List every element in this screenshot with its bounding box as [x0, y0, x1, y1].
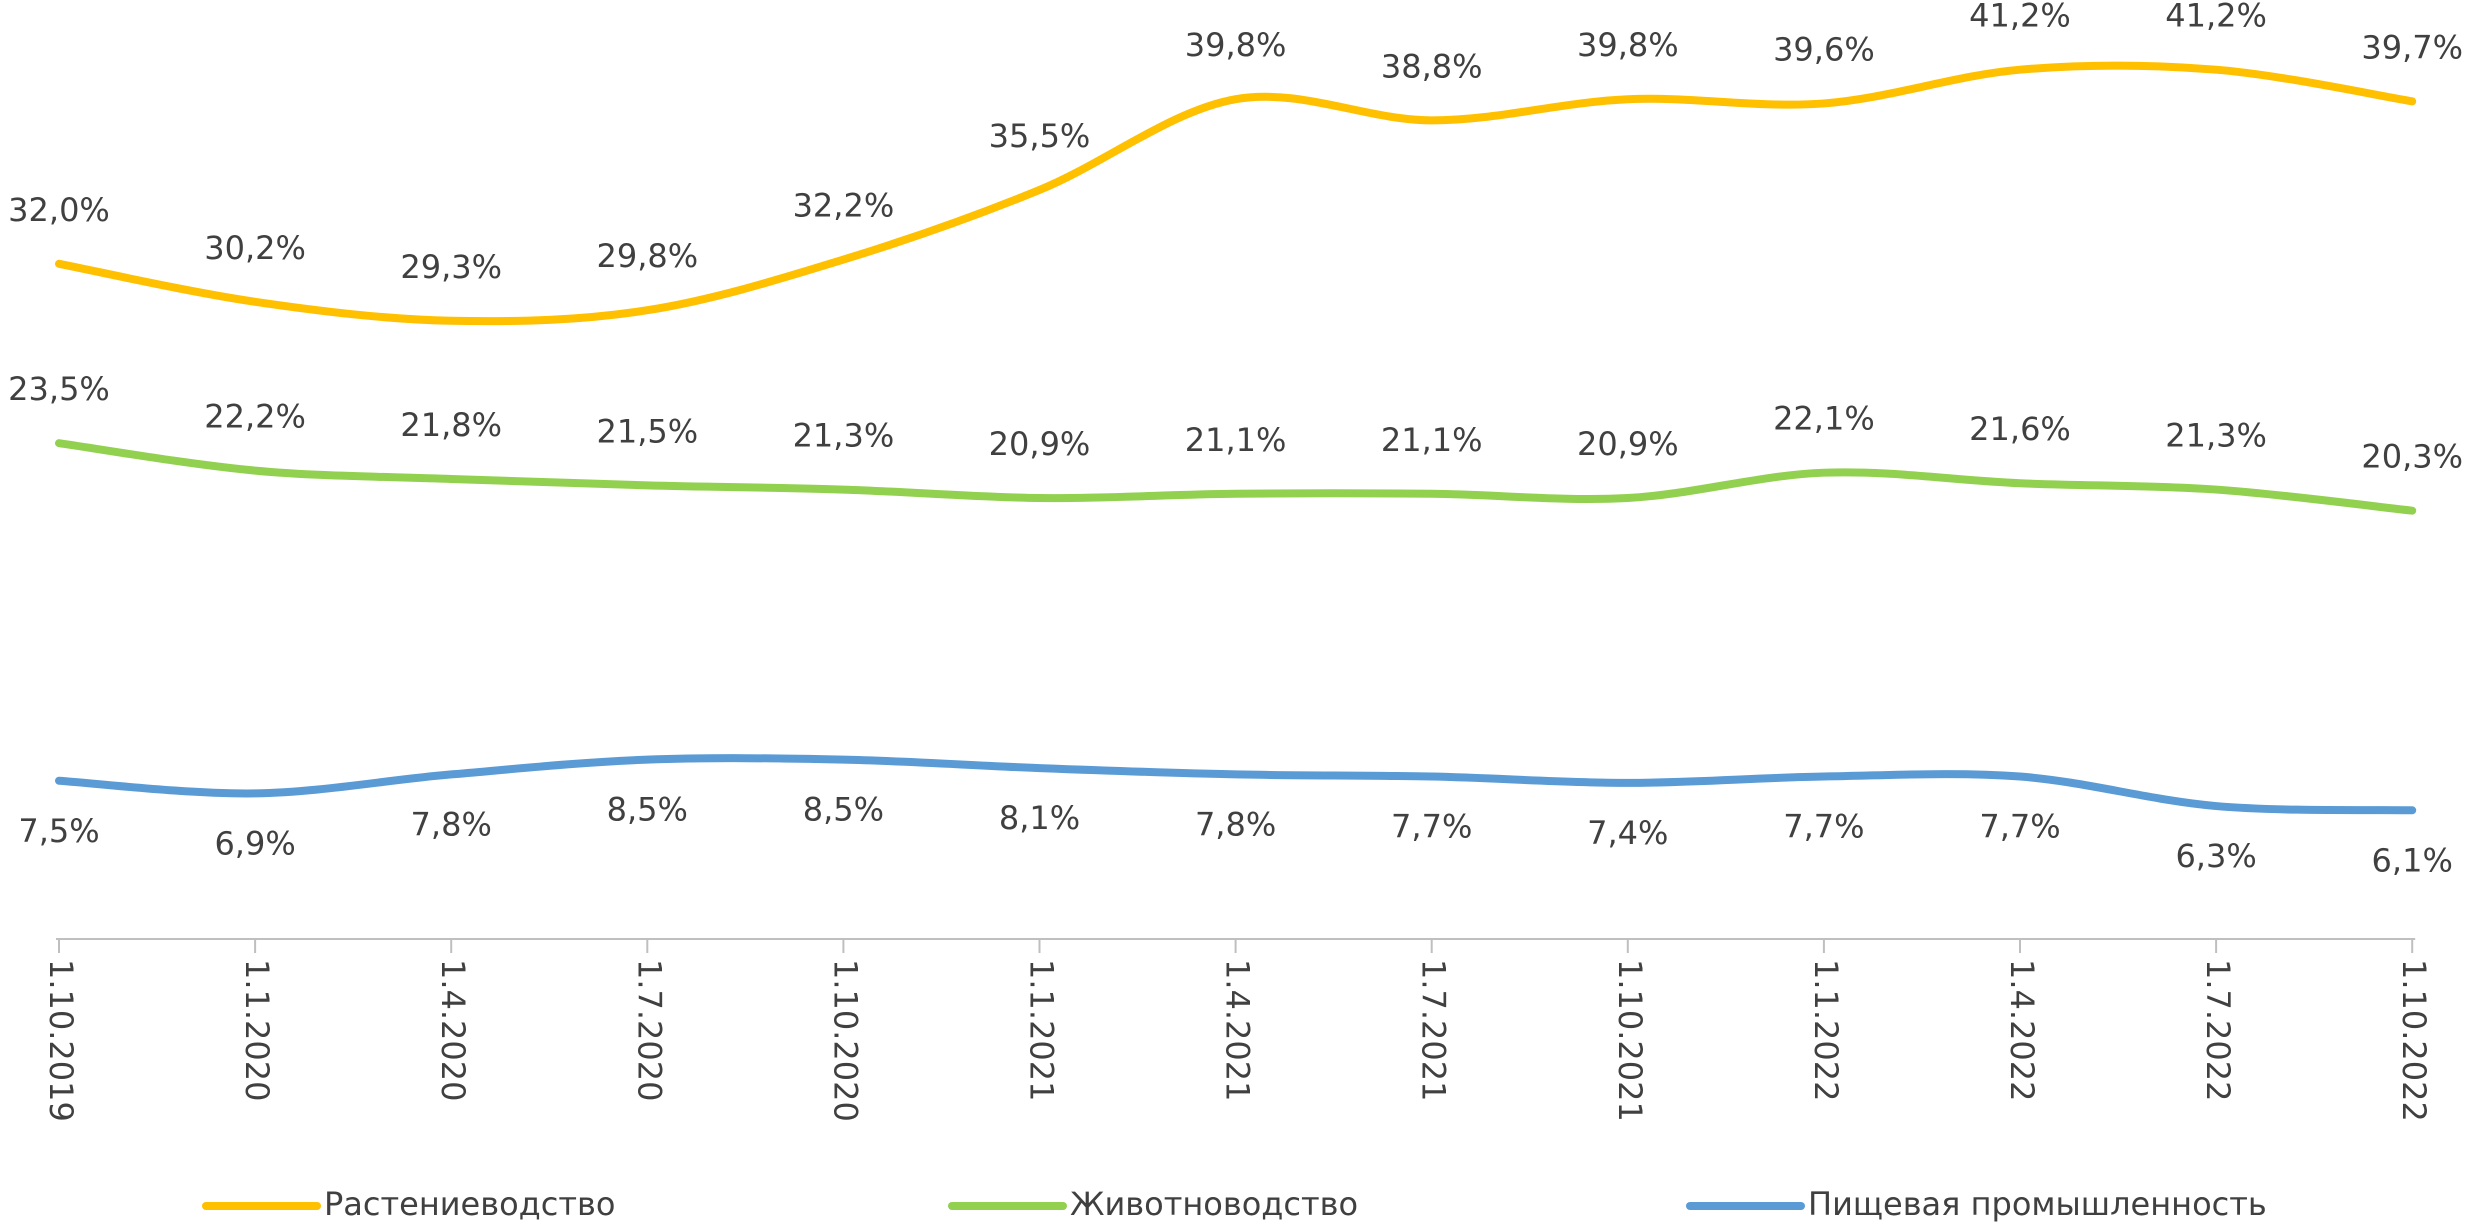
legend-label: Пищевая промышленность: [1808, 1185, 2267, 1222]
data-label: 21,3%: [793, 417, 895, 455]
data-label: 20,9%: [1577, 425, 1679, 463]
data-label: 21,3%: [2165, 417, 2267, 455]
data-label: 41,2%: [1969, 0, 2071, 35]
data-label: 22,1%: [1773, 400, 1875, 438]
data-label: 8,5%: [803, 791, 884, 829]
data-label: 39,6%: [1773, 30, 1875, 68]
x-tick-label: 1.1.2020: [238, 959, 276, 1102]
x-tick-label: 1.4.2020: [434, 959, 472, 1102]
data-label: 7,8%: [1195, 805, 1276, 843]
data-label: 35,5%: [989, 117, 1091, 155]
data-label: 6,1%: [2372, 841, 2453, 879]
series-line: [55, 439, 2417, 515]
data-label: 7,7%: [1391, 808, 1472, 846]
x-tick-label: 1.4.2021: [1219, 959, 1257, 1102]
data-label: 21,6%: [1969, 410, 2071, 448]
data-label: 8,5%: [607, 791, 688, 829]
series-line: [55, 754, 2417, 815]
x-tick-label: 1.7.2021: [1415, 959, 1453, 1102]
data-label: 7,4%: [1587, 814, 1668, 852]
data-label: 7,5%: [18, 812, 99, 850]
data-label: 29,3%: [400, 248, 502, 286]
data-label: 20,9%: [989, 425, 1091, 463]
x-tick-label: 1.7.2020: [630, 959, 668, 1102]
data-label: 39,7%: [2361, 28, 2463, 66]
data-label: 39,8%: [1185, 26, 1287, 64]
data-label: 22,2%: [204, 398, 306, 436]
legend-label: Растениеводство: [324, 1185, 615, 1222]
data-label: 39,8%: [1577, 26, 1679, 64]
data-label: 21,1%: [1185, 421, 1287, 459]
data-label: 38,8%: [1381, 47, 1483, 85]
data-label: 29,8%: [596, 237, 698, 275]
x-tick-label: 1.4.2022: [2003, 959, 2041, 1102]
data-label: 41,2%: [2165, 0, 2267, 35]
data-label: 30,2%: [204, 229, 306, 267]
x-tick-label: 1.10.2022: [2395, 959, 2433, 1122]
legend-label: Животноводство: [1070, 1185, 1358, 1222]
data-label: 32,2%: [793, 187, 895, 225]
data-label: 32,0%: [8, 191, 110, 229]
data-label: 20,3%: [2361, 438, 2463, 476]
data-label: 21,8%: [400, 406, 502, 444]
data-label: 21,1%: [1381, 421, 1483, 459]
data-label: 6,3%: [2175, 837, 2256, 875]
data-label: 7,7%: [1979, 808, 2060, 846]
data-label: 6,9%: [214, 824, 295, 862]
data-label: 8,1%: [999, 799, 1080, 837]
x-tick-label: 1.10.2020: [826, 959, 864, 1122]
series-line: [55, 61, 2417, 326]
data-label: 7,8%: [411, 805, 492, 843]
x-tick-label: 1.1.2022: [1807, 959, 1845, 1102]
data-label: 21,5%: [596, 412, 698, 450]
x-tick-label: 1.7.2022: [2199, 959, 2237, 1102]
x-tick-label: 1.10.2019: [42, 959, 80, 1122]
data-label: 7,7%: [1783, 808, 1864, 846]
x-tick-label: 1.10.2021: [1611, 959, 1649, 1122]
data-label: 23,5%: [8, 370, 110, 408]
x-tick-label: 1.1.2021: [1023, 959, 1061, 1102]
